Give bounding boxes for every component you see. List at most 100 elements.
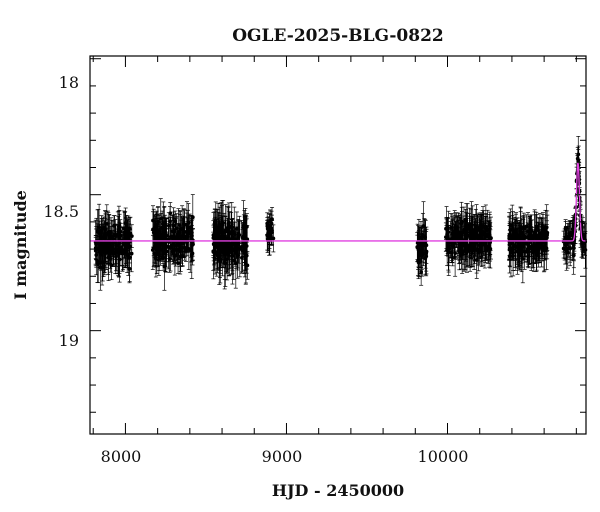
data-point <box>100 242 105 247</box>
data-point <box>265 226 270 231</box>
data-point <box>171 223 176 228</box>
data-point <box>521 226 526 231</box>
data-point <box>479 234 483 238</box>
data-point <box>242 251 247 256</box>
data-point <box>536 240 541 245</box>
data-point <box>224 252 229 257</box>
data-point <box>478 243 483 248</box>
x-tick-label-9000: 9000 <box>262 447 303 466</box>
y-tick-label-18-5: 18.5 <box>43 202 79 221</box>
data-point <box>117 224 121 229</box>
data-point <box>173 253 177 258</box>
data-point <box>267 236 272 241</box>
data-point <box>465 250 469 255</box>
x-tick-label-10000: 10000 <box>418 447 469 466</box>
data-point <box>211 250 216 254</box>
data-point <box>450 236 454 241</box>
data-point <box>488 236 493 241</box>
data-point <box>531 249 536 254</box>
data-point <box>100 260 104 265</box>
y-tick-label-18: 18 <box>59 73 79 92</box>
data-point <box>241 223 246 228</box>
data-point <box>121 249 126 253</box>
data-point <box>472 243 477 248</box>
data-point <box>168 246 173 250</box>
data-point <box>416 258 421 263</box>
data-point <box>270 228 274 233</box>
data-point <box>232 232 237 237</box>
data-point <box>571 243 576 247</box>
data-point <box>517 244 522 249</box>
data-point <box>469 226 473 231</box>
data-point <box>507 254 512 258</box>
data-point <box>216 232 221 237</box>
data-point <box>96 229 101 233</box>
data-point <box>271 236 276 241</box>
data-point <box>419 270 424 274</box>
data-point <box>182 229 187 234</box>
data-point <box>415 241 420 245</box>
data-point <box>418 250 423 255</box>
data-point <box>230 242 235 247</box>
plot-frame <box>89 55 587 435</box>
data-point <box>220 230 224 235</box>
data-point <box>525 249 530 254</box>
data-point <box>237 233 242 237</box>
data-point <box>532 232 537 237</box>
data-point <box>422 234 427 239</box>
data-point <box>240 255 244 260</box>
data-point <box>108 247 113 252</box>
data-point <box>444 226 449 231</box>
data-point <box>151 246 156 251</box>
data-point <box>534 252 539 256</box>
data-point <box>544 225 549 230</box>
data-point <box>444 235 448 240</box>
data-point <box>535 225 539 230</box>
data-point <box>162 264 167 269</box>
data-point <box>483 241 488 246</box>
data-point <box>459 246 464 251</box>
data-point <box>243 262 248 266</box>
data-point <box>129 234 134 239</box>
model-curve-layer <box>90 162 586 242</box>
data-point <box>458 232 463 237</box>
data-point <box>94 241 99 245</box>
model-curve <box>90 162 586 242</box>
data-point <box>243 230 248 235</box>
y-tick-label-19: 19 <box>59 331 79 350</box>
data-point <box>213 240 218 245</box>
chart-title: OGLE-2025-BLG-0822 <box>232 26 444 46</box>
data-point <box>526 229 530 234</box>
y-axis-label: I magnitude <box>11 190 30 300</box>
data-point <box>114 251 118 255</box>
data-point <box>126 234 131 239</box>
data-point <box>218 257 223 262</box>
data-point <box>230 247 234 252</box>
data-point <box>567 232 572 237</box>
data-point <box>464 233 469 237</box>
data-point <box>225 226 229 231</box>
data-point <box>121 226 126 231</box>
data-point <box>527 236 532 240</box>
data-point <box>540 229 545 234</box>
data-point <box>476 227 481 232</box>
axis-ticks <box>90 56 586 434</box>
data-point <box>118 246 122 251</box>
data-point <box>239 244 244 249</box>
data-point <box>189 253 194 258</box>
data-point <box>536 247 541 251</box>
data-point <box>187 225 192 230</box>
data-point <box>510 236 515 240</box>
data-point <box>102 246 107 251</box>
data-point <box>99 235 104 240</box>
data-point <box>487 223 492 228</box>
data-point <box>514 227 518 232</box>
data-point <box>117 257 122 262</box>
data-point <box>485 245 490 249</box>
data-points-layer <box>93 135 588 291</box>
data-point <box>185 230 190 235</box>
data-point <box>524 224 529 229</box>
data-point <box>424 243 429 248</box>
